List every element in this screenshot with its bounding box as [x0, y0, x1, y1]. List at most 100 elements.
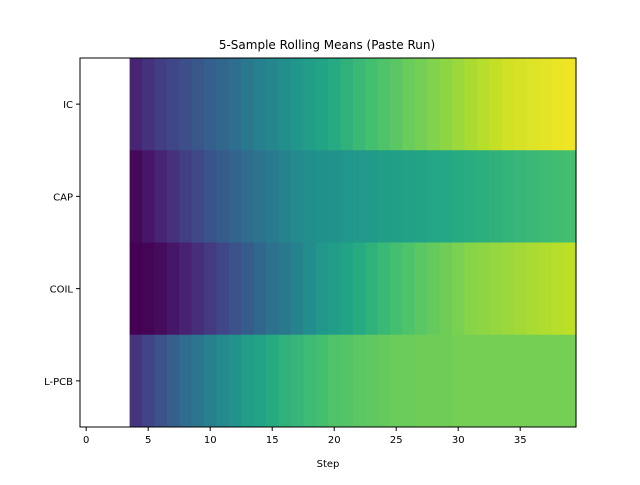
heatmap-cell: [278, 150, 292, 243]
heatmap-cell: [328, 242, 341, 336]
heatmap-cell: [142, 150, 155, 243]
heatmap-cell: [228, 334, 242, 428]
heatmap-cell: [204, 242, 217, 336]
y-tick-label: L-PCB: [44, 377, 73, 388]
x-tick-label: 10: [204, 435, 217, 446]
heatmap-cell: [514, 58, 527, 151]
heatmap-cell: [489, 242, 503, 336]
heatmap-cell: [551, 150, 565, 243]
heatmap-cell: [328, 58, 341, 151]
heatmap-cell: [352, 242, 366, 336]
heatmap-cell: [439, 334, 453, 428]
heatmap-cell: [452, 334, 465, 428]
heatmap-cell: [166, 58, 180, 151]
heatmap-cell: [414, 334, 428, 428]
heatmap-cell: [303, 242, 317, 336]
heatmap-cell: [390, 242, 403, 336]
heatmap-cell: [340, 334, 354, 428]
heatmap-cell: [427, 58, 441, 151]
heatmap-cell: [204, 150, 217, 243]
heatmap-cell: [266, 58, 279, 151]
heatmap-cell: [315, 242, 329, 336]
heatmap-cell: [241, 242, 255, 336]
heatmap-cell: [253, 58, 267, 151]
heatmap-cell: [179, 58, 193, 151]
heatmap-cell: [439, 58, 453, 151]
x-tick-label: 15: [266, 435, 279, 446]
x-tick-label: 5: [145, 435, 151, 446]
heatmap-cell: [303, 150, 317, 243]
heatmap-cell: [290, 58, 304, 151]
heatmap-cell: [452, 242, 465, 336]
heatmap-cell: [551, 58, 565, 151]
heatmap-cell: [154, 58, 168, 151]
heatmap-cell: [266, 150, 279, 243]
heatmap-cell: [377, 334, 391, 428]
heatmap-cell: [204, 58, 217, 151]
heatmap-cell: [563, 150, 577, 243]
heatmap-cell: [563, 334, 577, 428]
heatmap-cell: [563, 242, 577, 336]
heatmap-cell: [129, 334, 143, 428]
heatmap-cell: [489, 150, 503, 243]
heatmap-cell: [191, 334, 205, 428]
heatmap-cell: [476, 150, 490, 243]
heatmap-cell: [142, 334, 155, 428]
heatmap-cell: [266, 334, 279, 428]
heatmap-cell: [166, 150, 180, 243]
heatmap-cell: [352, 58, 366, 151]
heatmap-cell: [538, 58, 552, 151]
heatmap-cell: [191, 242, 205, 336]
heatmap-cell: [191, 58, 205, 151]
heatmap-cell: [241, 150, 255, 243]
heatmap-cell: [352, 334, 366, 428]
heatmap-cell: [377, 150, 391, 243]
heatmap-cell: [365, 58, 379, 151]
x-axis-label: Step: [317, 459, 340, 470]
heatmap-cell: [241, 334, 255, 428]
heatmap-cell: [179, 334, 193, 428]
heatmap-cell: [216, 242, 230, 336]
heatmap-cell: [315, 150, 329, 243]
heatmap-cell: [266, 242, 279, 336]
heatmap-cell: [551, 334, 565, 428]
plot-frame: [79, 57, 577, 428]
heatmap-cell: [390, 58, 403, 151]
heatmap-cell: [439, 242, 453, 336]
heatmap-cell: [402, 242, 416, 336]
heatmap-cell: [514, 242, 527, 336]
heatmap-cell: [340, 150, 354, 243]
heatmap-cell: [390, 334, 403, 428]
heatmap-cell: [526, 150, 540, 243]
heatmap-cell: [216, 334, 230, 428]
heatmap-cell: [278, 334, 292, 428]
heatmap-cell: [129, 150, 143, 243]
heatmap-cell: [365, 242, 379, 336]
heatmap-cell: [501, 150, 515, 243]
heatmap-cell: [290, 334, 304, 428]
heatmap-cell: [179, 150, 193, 243]
heatmap-cell: [377, 58, 391, 151]
heatmap-cell: [402, 58, 416, 151]
heatmap-cell: [142, 242, 155, 336]
heatmap-cell: [452, 58, 465, 151]
heatmap-cell: [253, 242, 267, 336]
heatmap-cell: [216, 58, 230, 151]
heatmap-cell: [129, 58, 143, 151]
heatmap-cell: [290, 242, 304, 336]
heatmap-cell: [526, 58, 540, 151]
heatmap-cell: [514, 334, 527, 428]
heatmap-cell: [179, 242, 193, 336]
heatmap-cell: [166, 242, 180, 336]
y-tick-label: IC: [63, 100, 73, 111]
heatmap-cell: [303, 334, 317, 428]
heatmap-cell: [154, 242, 168, 336]
heatmap-cell: [166, 334, 180, 428]
heatmap-cell: [129, 242, 143, 336]
heatmap-cell: [464, 334, 478, 428]
heatmap-cell: [489, 58, 503, 151]
heatmap-cell: [154, 334, 168, 428]
chart-title: 5-Sample Rolling Means (Paste Run): [219, 38, 435, 52]
heatmap-cell: [538, 150, 552, 243]
